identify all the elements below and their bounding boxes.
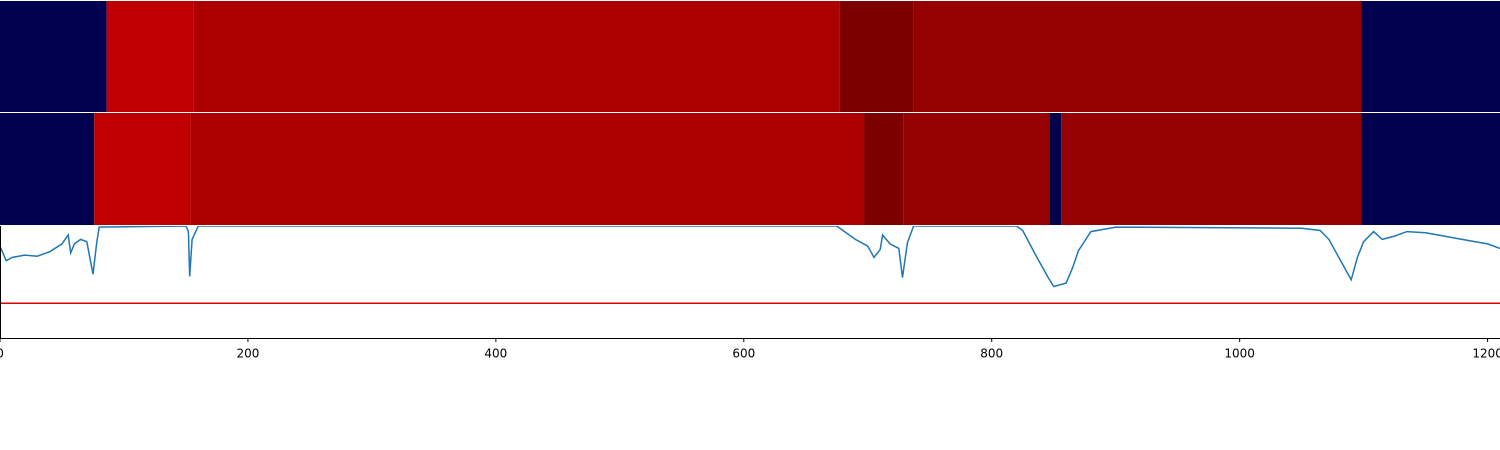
segment <box>903 113 1050 225</box>
segment <box>193 1 840 112</box>
x-tick-label: 600 <box>732 347 755 361</box>
segment <box>1050 113 1062 225</box>
segment <box>106 1 194 112</box>
segment <box>913 1 1362 112</box>
segment <box>190 113 865 225</box>
segment <box>864 113 904 225</box>
x-tick-label: 800 <box>980 347 1003 361</box>
x-tick-label: 0 <box>0 347 4 361</box>
segment <box>1361 113 1500 225</box>
segment <box>839 1 914 112</box>
x-tick-label: 1000 <box>1224 347 1255 361</box>
segment <box>94 113 191 225</box>
x-tick-label: 400 <box>484 347 507 361</box>
segment <box>0 113 95 225</box>
x-tick-label: 200 <box>236 347 259 361</box>
signal-line <box>0 226 1500 288</box>
segment <box>1361 1 1500 112</box>
segment <box>0 1 107 112</box>
x-tick-label: 1200 <box>1472 347 1500 361</box>
segment <box>1061 113 1362 225</box>
